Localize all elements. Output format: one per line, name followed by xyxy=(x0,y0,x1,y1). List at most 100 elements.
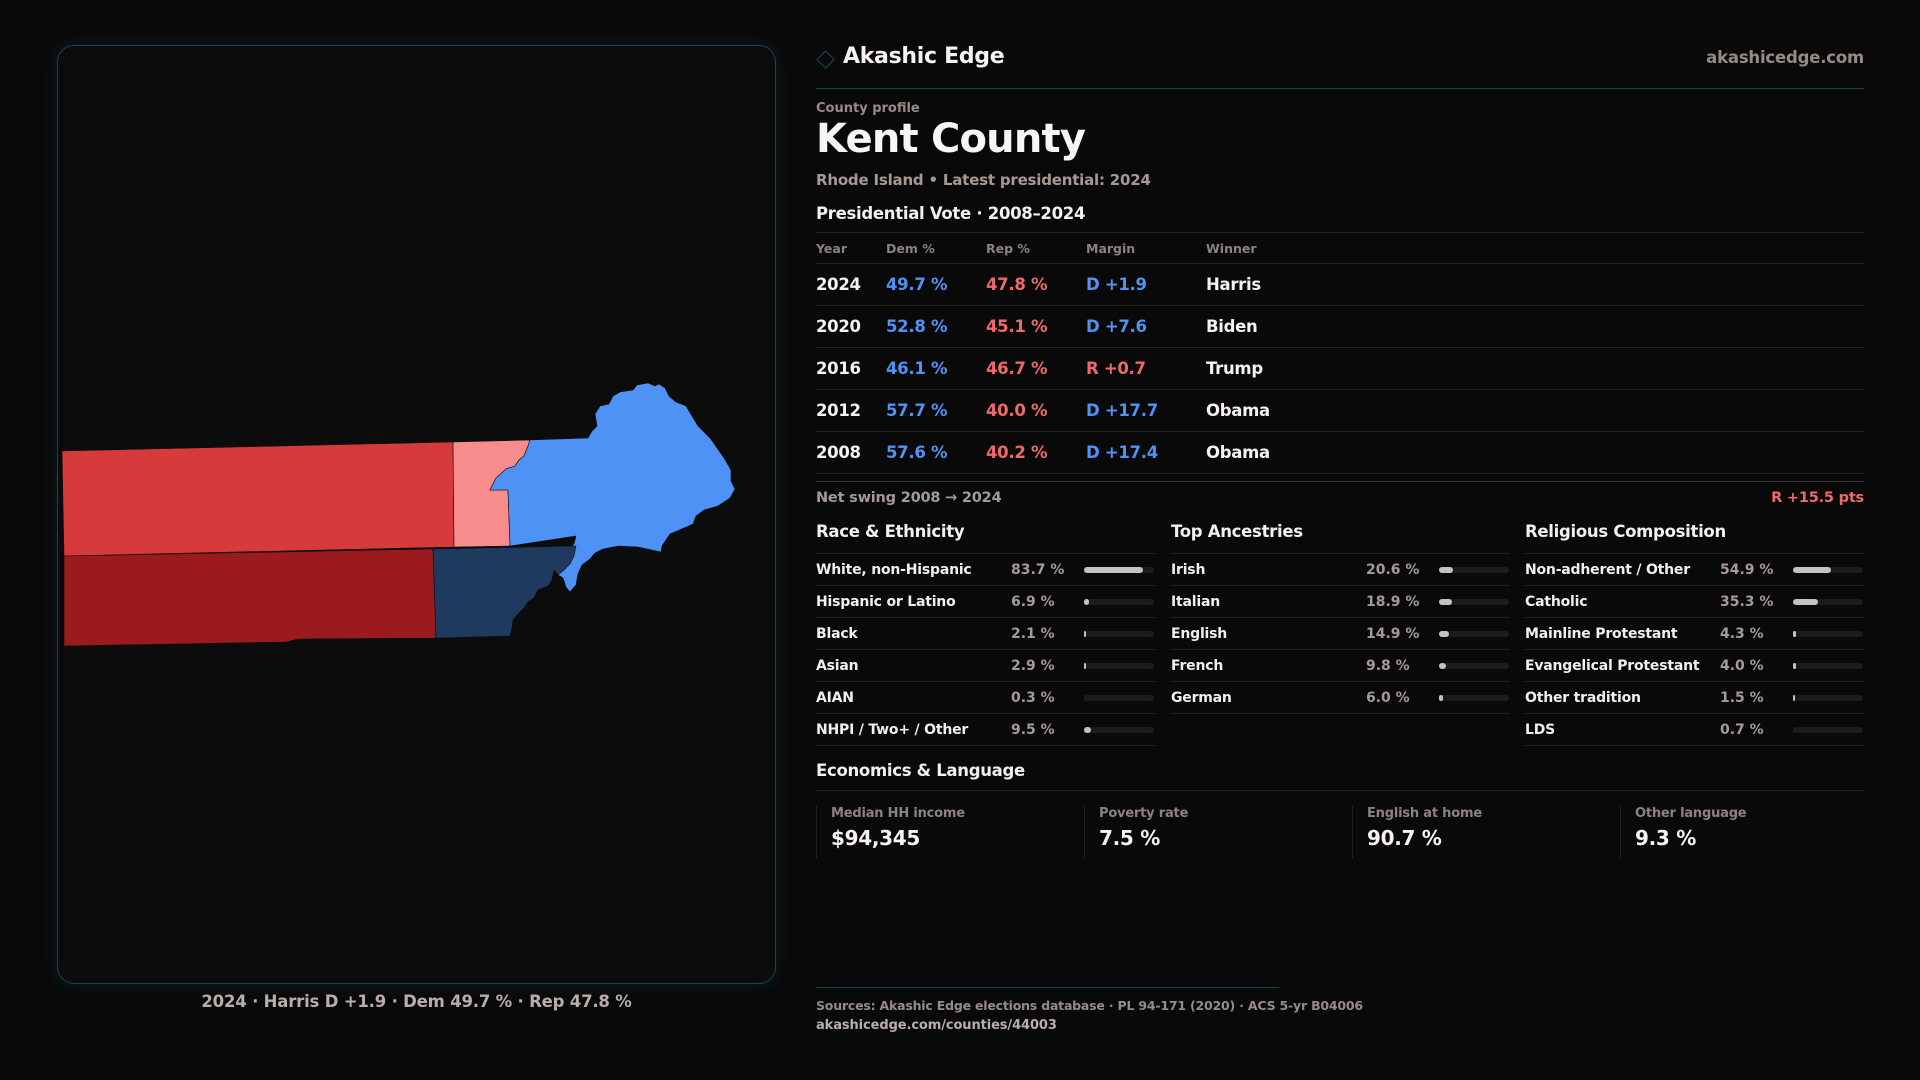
item-label: Hispanic or Latino xyxy=(816,594,956,610)
progress-fill xyxy=(1439,631,1450,637)
item-value: 4.0 % xyxy=(1720,658,1764,674)
item-value: 6.0 % xyxy=(1366,690,1410,706)
list-item: Italian 18.9 % xyxy=(1171,585,1510,617)
cell-year: 2016 xyxy=(816,359,861,378)
progress-fill xyxy=(1793,599,1818,605)
economics-title: Economics & Language xyxy=(816,761,1025,780)
item-value: 54.9 % xyxy=(1720,562,1774,578)
stat-label: English at home xyxy=(1367,806,1482,821)
item-label: Mainline Protestant xyxy=(1525,626,1678,642)
item-label: English xyxy=(1171,626,1228,642)
cell-year: 2020 xyxy=(816,317,861,336)
item-value: 14.9 % xyxy=(1366,626,1420,642)
cell-year: 2008 xyxy=(816,443,861,462)
item-label: French xyxy=(1171,658,1224,674)
brand-url[interactable]: akashicedge.com xyxy=(1706,48,1864,67)
item-value: 9.8 % xyxy=(1366,658,1410,674)
item-value: 2.1 % xyxy=(1011,626,1055,642)
item-value: 6.9 % xyxy=(1011,594,1055,610)
cell-winner: Harris xyxy=(1206,275,1261,294)
map-region-dem[interactable] xyxy=(489,382,736,593)
table-header: Year Dem % Rep % Margin Winner xyxy=(816,232,1864,263)
list-item: Mainline Protestant 4.3 % xyxy=(1525,617,1864,649)
progress-fill xyxy=(1084,663,1087,669)
table-row: 2012 57.7 % 40.0 % D +17.7 Obama xyxy=(816,389,1864,431)
stat-label: Other language xyxy=(1635,806,1747,821)
list-item: Asian 2.9 % xyxy=(816,649,1155,681)
item-label: Non-adherent / Other xyxy=(1525,562,1690,578)
presidential-vote-title: Presidential Vote · 2008–2024 xyxy=(816,204,1086,223)
item-label: White, non-Hispanic xyxy=(816,562,972,578)
cell-margin: R +0.7 xyxy=(1086,359,1146,378)
item-label: Catholic xyxy=(1525,594,1588,610)
swing-divider xyxy=(816,481,1864,482)
item-label: Asian xyxy=(816,658,859,674)
item-label: Italian xyxy=(1171,594,1220,610)
progress-bar xyxy=(1439,663,1509,669)
list-item: Other tradition 1.5 % xyxy=(1525,681,1864,713)
item-label: LDS xyxy=(1525,722,1556,738)
item-label: AIAN xyxy=(816,690,854,706)
page-eyebrow: County profile xyxy=(816,101,920,116)
cell-dem-pct: 57.7 % xyxy=(886,401,948,420)
page-title: Kent County xyxy=(816,116,1086,162)
progress-bar xyxy=(1793,695,1863,701)
brand-name[interactable]: Akashic Edge xyxy=(843,44,1005,69)
race-ethnicity-title: Race & Ethnicity xyxy=(816,522,965,541)
progress-fill xyxy=(1439,599,1453,605)
progress-fill xyxy=(1793,663,1796,669)
progress-bar xyxy=(1084,567,1154,573)
item-value: 20.6 % xyxy=(1366,562,1420,578)
item-label: Black xyxy=(816,626,858,642)
stat-english-at-home: English at home 90.7 % xyxy=(1352,806,1612,858)
list-item: Irish 20.6 % xyxy=(1171,553,1510,585)
map-region-west-top[interactable] xyxy=(61,441,455,557)
race-ethnicity-section: Race & Ethnicity White, non-Hispanic 83.7… xyxy=(816,522,1155,746)
progress-fill xyxy=(1793,727,1795,733)
list-item: Catholic 35.3 % xyxy=(1525,585,1864,617)
map-region-west-bottom[interactable] xyxy=(63,548,437,647)
cell-dem-pct: 57.6 % xyxy=(886,443,948,462)
footer-divider xyxy=(816,987,1279,988)
map-region-strong-dem[interactable] xyxy=(432,545,577,639)
cell-winner: Obama xyxy=(1206,401,1270,420)
cell-winner: Trump xyxy=(1206,359,1263,378)
progress-fill xyxy=(1439,567,1454,573)
map-caption: 2024 · Harris D +1.9 · Dem 49.7 % · Rep … xyxy=(201,992,632,1011)
progress-fill xyxy=(1439,663,1446,669)
list-item: French 9.8 % xyxy=(1171,649,1510,681)
list-item: Hispanic or Latino 6.9 % xyxy=(816,585,1155,617)
cell-margin: D +1.9 xyxy=(1086,275,1147,294)
footer-sources: Sources: Akashic Edge elections database… xyxy=(816,998,1363,1013)
religion-title: Religious Composition xyxy=(1525,522,1726,541)
progress-bar xyxy=(1439,567,1509,573)
stat-value: $94,345 xyxy=(831,826,920,850)
progress-fill xyxy=(1084,631,1086,637)
cell-dem-pct: 52.8 % xyxy=(886,317,948,336)
item-value: 9.5 % xyxy=(1011,722,1055,738)
list-item: Black 2.1 % xyxy=(816,617,1155,649)
cell-rep-pct: 40.2 % xyxy=(986,443,1048,462)
ancestries-title: Top Ancestries xyxy=(1171,522,1303,541)
cell-year: 2024 xyxy=(816,275,861,294)
column-header-year: Year xyxy=(816,241,847,256)
stat-poverty-rate: Poverty rate 7.5 % xyxy=(1084,806,1344,858)
list-item: NHPI / Two+ / Other 9.5 % xyxy=(816,713,1155,745)
table-row: 2024 49.7 % 47.8 % D +1.9 Harris xyxy=(816,263,1864,305)
stat-median-income: Median HH income $94,345 xyxy=(816,806,1076,858)
item-value: 0.7 % xyxy=(1720,722,1764,738)
cell-margin: D +17.4 xyxy=(1086,443,1158,462)
header-divider xyxy=(816,88,1864,89)
cell-winner: Biden xyxy=(1206,317,1258,336)
page-subtitle: Rhode Island • Latest presidential: 2024 xyxy=(816,171,1151,189)
progress-bar xyxy=(1793,727,1863,733)
ancestries-section: Top Ancestries Irish 20.6 % Italian 18.9 % E… xyxy=(1171,522,1510,714)
item-label: Other tradition xyxy=(1525,690,1641,706)
stat-value: 90.7 % xyxy=(1367,826,1442,850)
cell-rep-pct: 40.0 % xyxy=(986,401,1048,420)
list-item: White, non-Hispanic 83.7 % xyxy=(816,553,1155,585)
table-row: 2020 52.8 % 45.1 % D +7.6 Biden xyxy=(816,305,1864,347)
footer-url[interactable]: akashicedge.com/counties/44003 xyxy=(816,1018,1057,1033)
progress-bar xyxy=(1084,695,1154,701)
net-swing-label: Net swing 2008 → 2024 xyxy=(816,490,1002,506)
